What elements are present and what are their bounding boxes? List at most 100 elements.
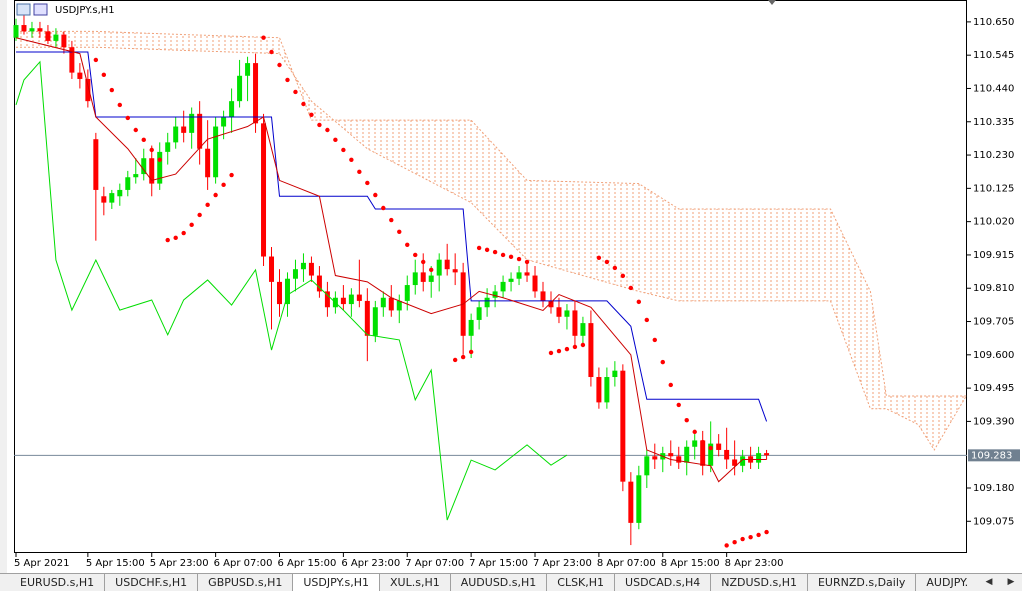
chart-tab[interactable]: AUDJPY. <box>916 574 980 591</box>
chart-tab[interactable]: CLSK,H1 <box>547 574 616 591</box>
x-tick-label: 6 Apr 23:00 <box>341 558 400 569</box>
sar-dot <box>389 217 394 223</box>
sar-dot <box>676 402 681 408</box>
candle-body <box>261 123 267 257</box>
candle-body <box>221 117 227 127</box>
sar-dot <box>117 102 123 108</box>
chart-tab[interactable]: NZDUSD.s,H1 <box>711 574 808 591</box>
sar-dot <box>708 445 713 451</box>
candle-body <box>652 456 658 460</box>
cloud-lower <box>15 46 967 451</box>
sar-dot <box>293 89 298 95</box>
candle-body <box>708 443 714 466</box>
tab-scroll[interactable]: ◀ ▶ <box>978 574 1022 591</box>
sar-dot <box>189 222 194 228</box>
sar-dot <box>285 77 290 83</box>
candle-body <box>189 113 195 133</box>
candle-body <box>45 31 51 41</box>
chart-tab[interactable]: USDCAD.s,H4 <box>615 574 712 591</box>
sar-dot <box>173 235 178 241</box>
sar-dot <box>325 127 330 133</box>
chart-title: USDJPY.s,H1 <box>55 5 115 16</box>
chart-tab[interactable]: AUDUSD.s,H1 <box>450 574 548 591</box>
indicator-line <box>15 37 767 483</box>
sar-dot <box>668 382 673 388</box>
candle-body <box>756 453 762 463</box>
sar-dot <box>596 255 602 260</box>
current-price-label: 109.283 <box>971 450 1012 461</box>
candle-body <box>101 196 107 203</box>
candle-body <box>580 323 586 336</box>
candle-body <box>229 101 235 118</box>
candle-body <box>29 28 35 32</box>
candle-body <box>117 189 123 197</box>
candle-body <box>716 443 722 450</box>
candle-body <box>245 63 251 76</box>
sar-dot <box>700 439 705 445</box>
sar-dot <box>301 101 306 107</box>
candle-body <box>468 319 474 336</box>
candle-body <box>13 25 19 38</box>
sar-dot <box>197 212 202 218</box>
sar-dot <box>524 259 530 265</box>
sar-dot <box>109 87 115 93</box>
sar-dot <box>468 349 474 355</box>
candle-body <box>197 113 203 149</box>
sar-dot <box>732 540 737 545</box>
candle-body <box>61 34 67 48</box>
candle-body <box>732 459 738 466</box>
candle-body <box>348 294 354 305</box>
sar-dot <box>620 273 626 279</box>
sar-dot <box>205 202 210 208</box>
x-tick-label: 6 Apr 07:00 <box>214 558 273 569</box>
sar-dot <box>516 256 522 262</box>
candle-body <box>484 297 490 308</box>
candle-body <box>764 453 770 456</box>
sar-dot <box>612 265 618 271</box>
candle-body <box>628 481 634 523</box>
candle-body <box>141 158 147 175</box>
candle-body <box>173 126 179 143</box>
sar-dot <box>636 299 642 305</box>
candle-body <box>253 63 259 124</box>
y-tick-label: 110.020 <box>973 217 1014 228</box>
chart-tab[interactable]: USDJPY.s,H1 <box>293 574 380 591</box>
x-tick-label: 8 Apr 15:00 <box>661 558 720 569</box>
y-tick-label: 109.705 <box>973 317 1014 328</box>
candle-body <box>340 297 346 305</box>
sar-dot <box>604 259 610 265</box>
candle-body <box>700 440 706 466</box>
sar-dot <box>221 182 226 188</box>
y-tick-label: 109.915 <box>973 250 1014 261</box>
chart-tab[interactable]: USDCHF.s,H1 <box>105 574 199 591</box>
x-tick-label: 5 Apr 2021 <box>14 558 69 569</box>
indicator-line <box>15 51 768 422</box>
sar-dot <box>213 192 218 198</box>
candle-body <box>492 291 498 298</box>
sar-dot <box>357 169 362 175</box>
candle-body <box>157 151 163 184</box>
candle-body <box>420 272 426 282</box>
sar-dot <box>452 357 458 363</box>
left-scrollbar <box>0 0 7 573</box>
chart-icon <box>16 3 31 16</box>
chart-tab[interactable]: EURUSD.s,H1 <box>10 574 106 591</box>
chart-tab[interactable]: EURNZD.s,Daily <box>807 574 917 591</box>
sar-dot <box>149 147 154 153</box>
sar-dot <box>508 254 514 260</box>
sar-dot <box>484 247 490 253</box>
y-tick-label: 110.650 <box>973 17 1014 28</box>
chart-tab[interactable]: XUL.s,H1 <box>380 574 451 591</box>
sar-dot <box>429 267 434 273</box>
sar-dot <box>317 122 322 128</box>
cloud-fill <box>15 31 967 450</box>
sar-dot <box>580 342 586 348</box>
sar-dot <box>277 62 282 68</box>
candle-body <box>396 300 402 311</box>
candle-body <box>205 148 211 178</box>
sar-dot <box>564 346 570 352</box>
candle-body <box>644 456 650 476</box>
sar-dot <box>764 529 769 535</box>
chart-tab[interactable]: GBPUSD.s,H1 <box>198 574 294 591</box>
